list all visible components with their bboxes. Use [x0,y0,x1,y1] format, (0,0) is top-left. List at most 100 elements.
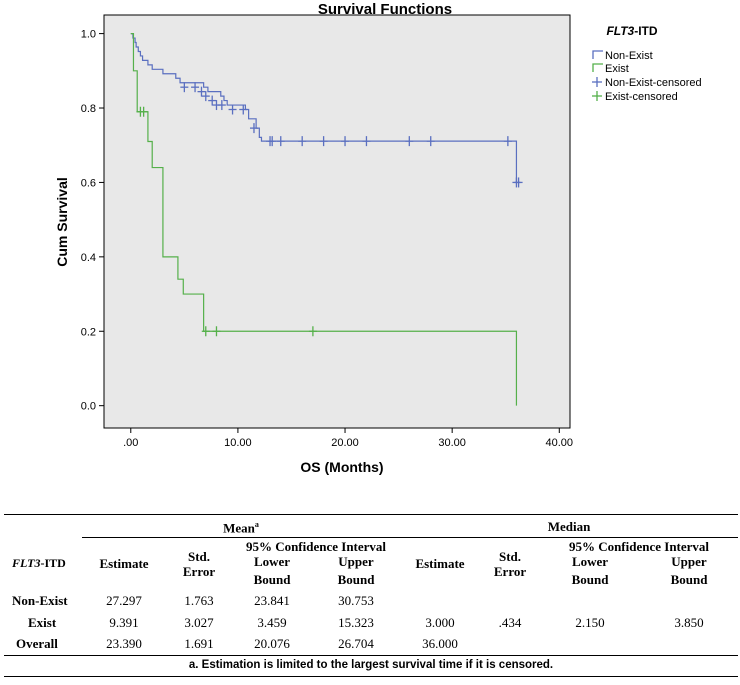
table-row: Overall 23.390 1.691 20.076 26.704 36.00… [4,633,738,655]
exist-censor-mark [212,326,221,337]
legend-swatch [592,50,603,59]
median-lower-cell: 2.150 [575,614,605,630]
chart-title: Survival Functions [318,1,452,18]
non-exist-censor-mark [208,95,217,106]
non-exist-survival-line [130,33,518,183]
x-tick-label: .00 [123,437,138,449]
median-stderror-header: Std. Error [493,548,527,579]
median-upper-cell: 3.850 [674,614,704,630]
median-lower-cell [540,589,640,611]
mean-ci-header: 95% Confidence Interval [245,538,387,554]
exist-censor-mark [139,106,148,117]
table-row: Exist 9.391 3.027 3.459 15.323 3.000 .43… [4,611,738,633]
mean-upper-cell: 15.323 [338,614,374,630]
median-estimate-header: Estimate [415,556,465,571]
median-stderror-cell [480,633,540,655]
legend-entry-label: Exist-censored [605,91,678,103]
median-header: Median [400,514,738,538]
legend-entry-label: Non-Exist [605,50,653,62]
mean-lower-cell: 23.841 [254,592,290,608]
non-exist-censor-mark [514,177,523,188]
mean-upper-bound-header: Bound [337,571,375,587]
legend-entry-label: Non-Exist-censored [605,77,702,89]
non-exist-censor-mark [239,104,248,115]
legend-entry-label: Exist [605,63,629,75]
non-exist-censor-mark [197,86,206,97]
y-axis: 0.0 0.2 0.4 0.6 0.8 1.0 [81,29,104,413]
non-exist-censor-mark [426,136,435,147]
non-exist-censor-mark [319,136,328,147]
mean-lower-header: Lower [253,554,291,569]
mean-stderror-cell: 3.027 [184,614,214,630]
x-axis-title: OS (Months) [300,459,383,475]
y-tick-label: 0.4 [81,252,96,264]
y-tick-label: 0.6 [81,177,96,189]
table-row: Non-Exist 27.297 1.763 23.841 30.753 [4,589,738,611]
mean-upper-cell: 26.704 [338,636,374,652]
non-exist-censor-mark [503,136,512,147]
exist-survival-line [130,33,518,406]
non-exist-censor-mark [180,82,189,93]
mean-estimate-cell: 27.297 [106,592,142,608]
survival-table: Meana Median FLT3-ITD Estimate Std. Error… [4,514,738,677]
row-label: Exist [28,614,57,630]
median-lower-header: Lower [571,554,609,569]
median-estimate-cell [400,589,480,611]
median-upper-cell [640,589,738,611]
y-tick-label: 0.2 [81,326,96,338]
row-label: Overall [16,636,58,652]
non-exist-censor-mark [191,82,200,93]
non-exist-censor-mark [405,136,414,147]
mean-lower-bound-header: Bound [253,571,291,587]
x-tick-label: 40.00 [546,437,574,449]
row-label: Non-Exist [12,592,68,608]
mean-estimate-cell: 23.390 [106,636,142,652]
non-exist-censor-mark [341,136,350,147]
median-upper-header: Upper [671,554,707,569]
median-ci-header: 95% Confidence Interval [568,538,710,554]
x-tick-label: 10.00 [224,437,252,449]
mean-lower-cell: 20.076 [254,636,290,652]
non-exist-censor-mark [362,136,371,147]
mean-lower-cell: 3.459 [257,614,287,630]
plot-area [103,14,571,429]
series-layer [130,33,523,406]
non-exist-censor-mark [201,91,210,102]
mean-estimate-cell: 9.391 [109,614,139,630]
mean-estimate-header: Estimate [99,556,149,571]
median-estimate-cell: 3.000 [425,614,455,630]
median-stderror-cell: .434 [498,614,522,630]
flt3-itd-header: FLT3-ITD [12,555,66,570]
mean-stderror-header: Std. Error [182,548,216,579]
y-tick-label: 1.0 [81,29,96,41]
median-lower-bound-header: Bound [571,571,609,587]
y-axis-title: Cum Survival [54,177,70,266]
x-tick-label: 20.00 [331,437,359,449]
median-lower-cell [540,633,640,655]
non-exist-censor-mark [268,136,277,147]
mean-stderror-cell: 1.763 [184,592,214,608]
survival-chart: Survival Functions 0.0 0.2 0.4 0.6 0.8 1.0 .0… [54,1,702,475]
x-axis: .00 10.00 20.00 30.00 40.00 [123,428,573,449]
mean-upper-cell: 30.753 [338,592,374,608]
x-tick-label: 30.00 [438,437,466,449]
mean-stderror-cell: 1.691 [184,636,214,652]
non-exist-censor-mark [217,100,226,111]
table-footnote: a. Estimation is limited to the largest … [4,654,738,676]
legend-title: FLT3-ITD [606,24,657,38]
median-stderror-cell [480,589,540,611]
legend-swatch [592,63,603,72]
exist-censor-mark [308,326,317,337]
median-estimate-cell: 36.000 [422,636,458,652]
non-exist-censor-mark [276,136,285,147]
y-tick-label: 0.8 [81,103,96,115]
median-upper-cell [640,633,738,655]
y-tick-label: 0.0 [81,401,96,413]
non-exist-censor-mark [249,123,258,134]
median-upper-bound-header: Bound [670,571,708,587]
exist-censor-mark [201,326,210,337]
mean-header: Meana [82,514,400,538]
mean-upper-header: Upper [338,554,374,569]
non-exist-censor-mark [298,136,307,147]
